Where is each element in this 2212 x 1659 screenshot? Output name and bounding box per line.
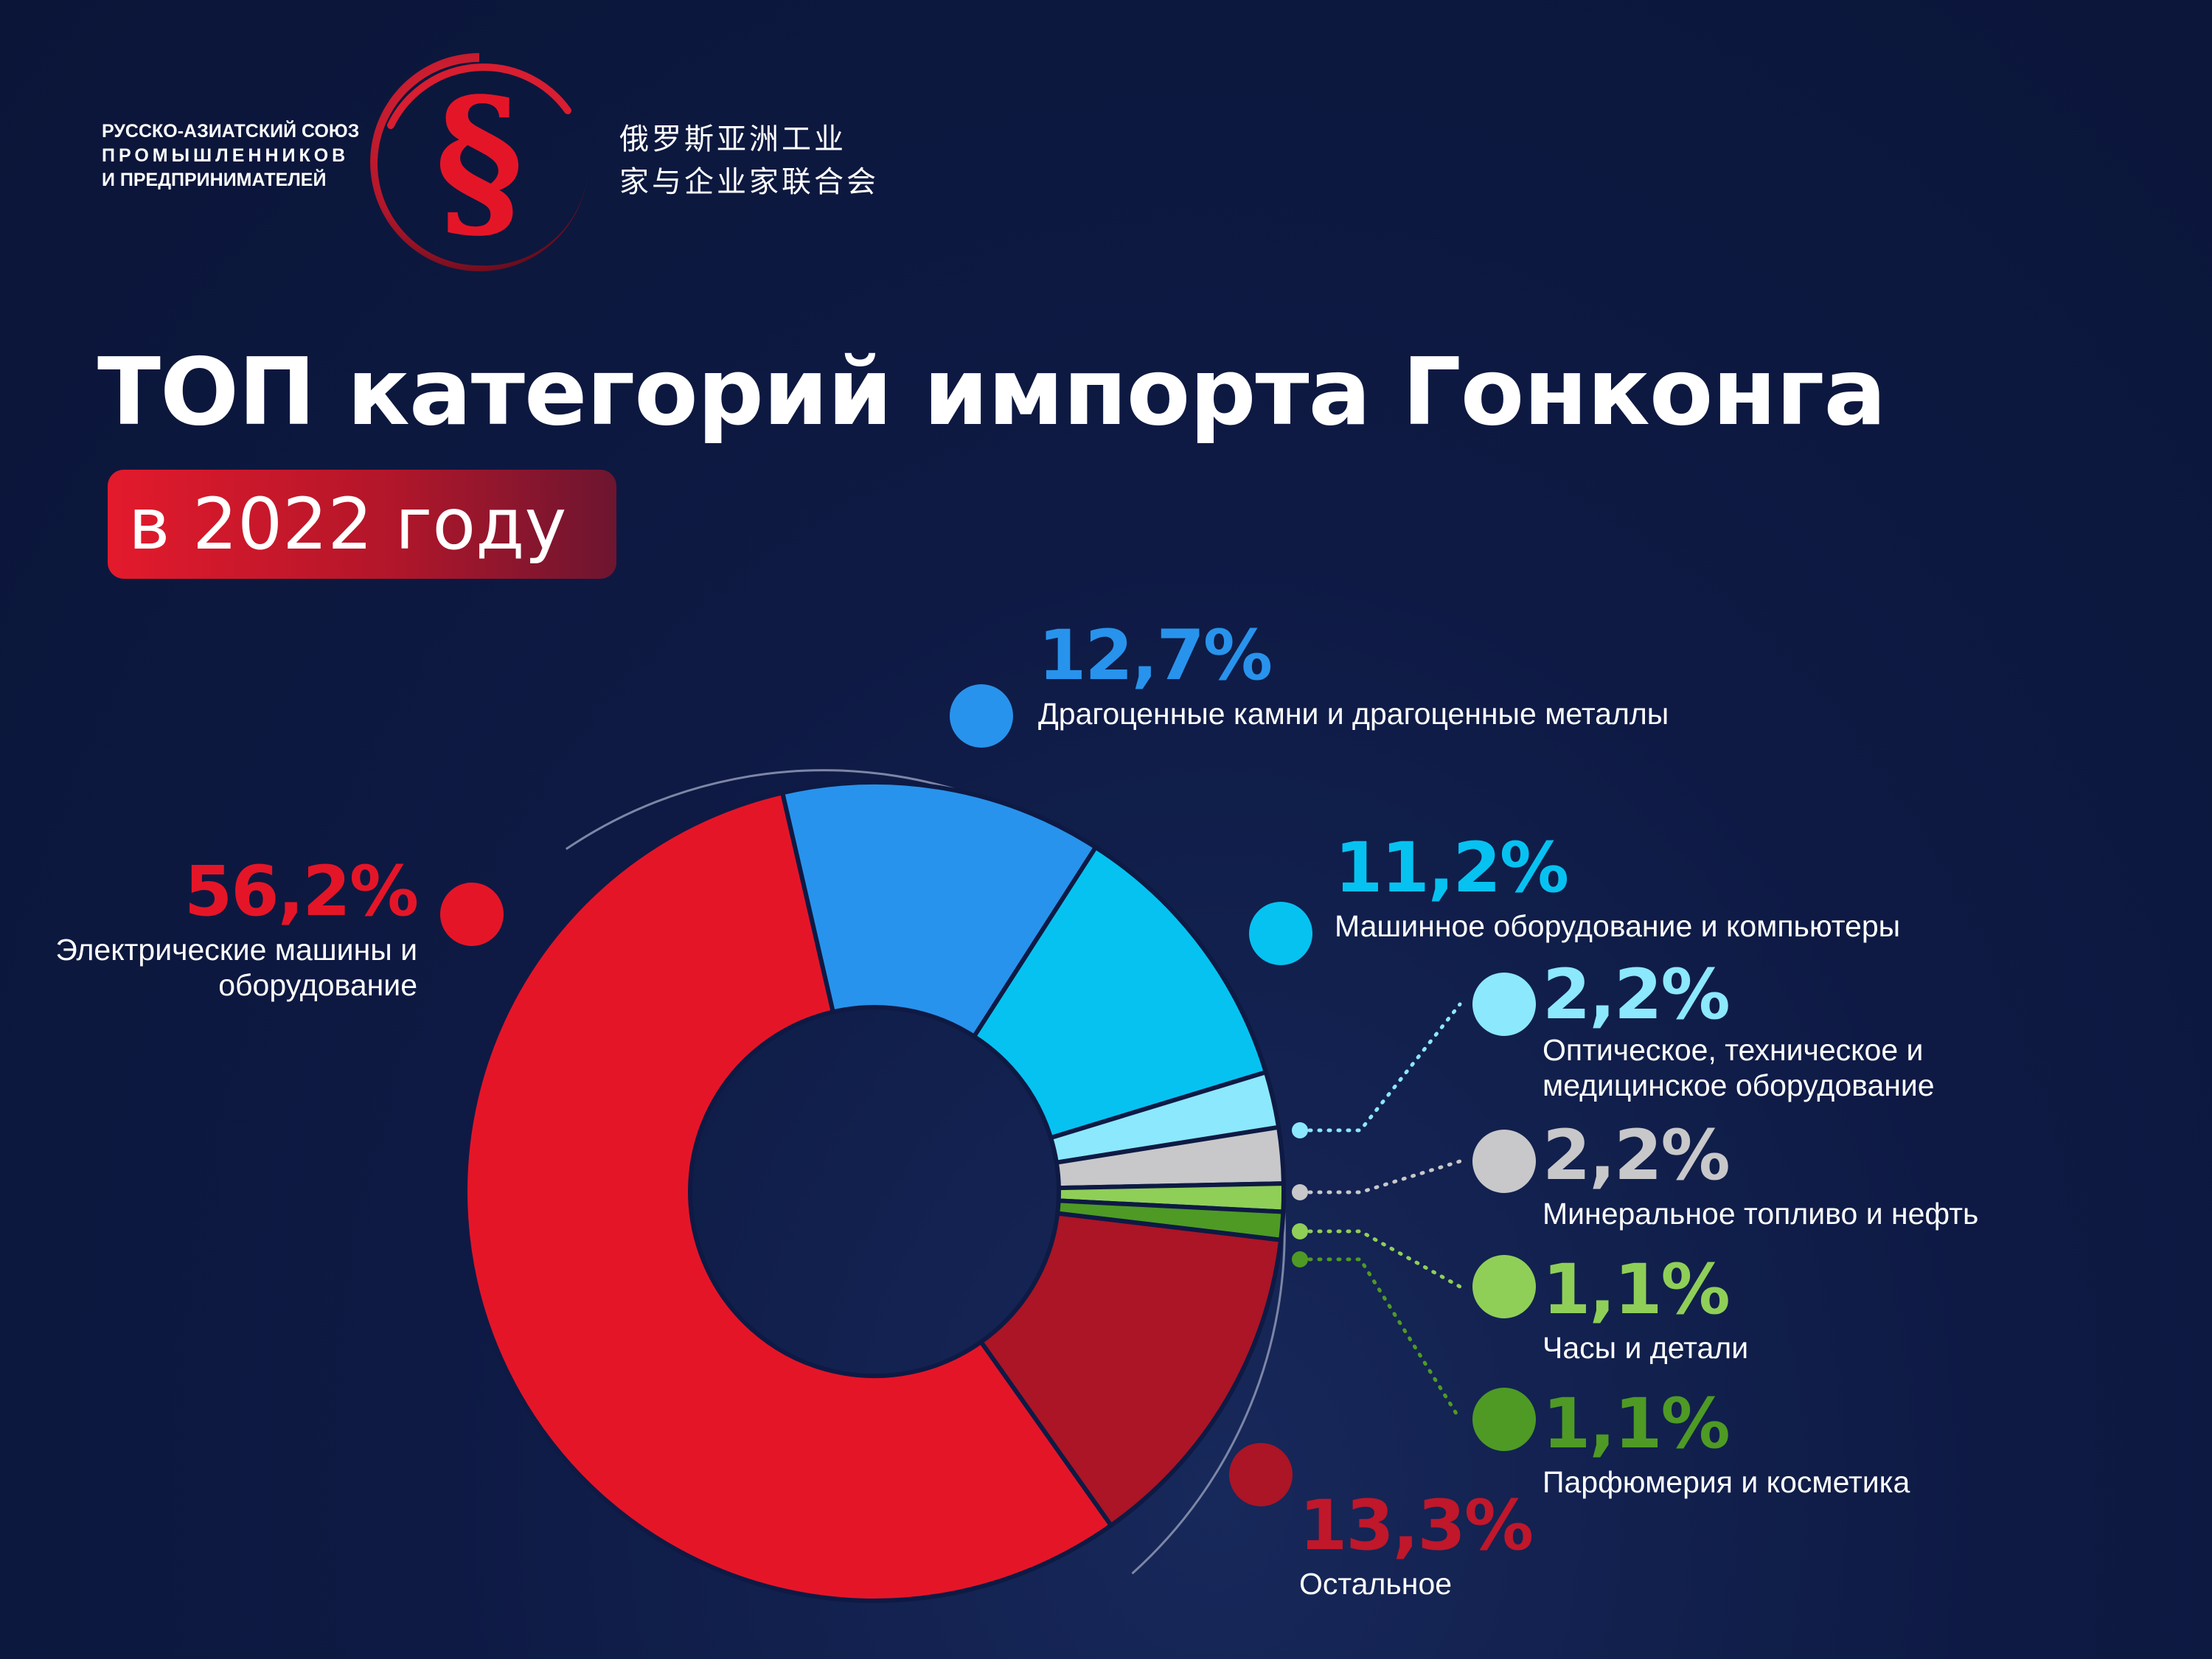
slice-1 <box>972 845 1268 1141</box>
label-watches: 1,1% Часы и детали <box>1543 1253 1748 1366</box>
org-ru-line-2: ПРОМЫШЛЕННИКОВ <box>102 145 349 166</box>
percent-fuel: 2,2% <box>1543 1116 1731 1196</box>
page-title: ТОП категорий импорта Гонконга <box>97 338 1886 446</box>
org-cn-line-2: 家与企业家联合会 <box>619 165 879 199</box>
leader-start-dot-2 <box>1292 1122 1308 1138</box>
leader-start-dot-3 <box>1292 1184 1308 1200</box>
slice-0 <box>780 780 1098 1039</box>
leader-line-5 <box>1298 1257 1462 1422</box>
percent-electric: 56,2% <box>184 852 419 932</box>
year-badge-text: в 2022 году <box>128 483 567 566</box>
label-machinery: 11,2% Машинное оборудование и компьютеры <box>1335 832 1900 944</box>
category-electric: Электрические машины и оборудование <box>55 933 417 1002</box>
marker-dot-6 <box>1229 1443 1293 1506</box>
category-precious: Драгоценные камни и драгоценные металлы <box>1038 697 1669 731</box>
org-cn-line-1: 俄罗斯亚洲工业 <box>619 122 846 156</box>
marker-dot-4 <box>1472 1255 1536 1318</box>
year-badge: в 2022 году <box>108 470 616 579</box>
section-sign-logo-icon: § <box>370 53 588 271</box>
leader-line-4 <box>1298 1229 1462 1289</box>
percent-perfume: 1,1% <box>1543 1384 1731 1464</box>
label-perfume: 1,1% Парфюмерия и косметика <box>1543 1388 1910 1500</box>
category-optical: Оптическое, техническое и медицинское об… <box>1543 1033 1935 1102</box>
category-other: Остальное <box>1299 1567 1453 1601</box>
org-ru-line-3: И ПРЕДПРИНИМАТЕЛЕЙ <box>102 170 327 190</box>
percent-watches: 1,1% <box>1543 1250 1731 1330</box>
percent-optical: 2,2% <box>1543 955 1731 1035</box>
marker-dot-7 <box>440 883 504 946</box>
leader-start-dot-4 <box>1292 1223 1308 1239</box>
logo-glyph: § <box>435 61 524 260</box>
label-precious: 12,7% Драгоценные камни и драгоценные ме… <box>1038 619 1669 731</box>
organization-name-ru: РУССКО-АЗИАТСКИЙ СОЮЗ ПРОМЫШЛЕННИКОВ И П… <box>102 119 360 192</box>
label-other: 13,3% Остальное <box>1299 1486 1534 1601</box>
slice-7 <box>463 790 1113 1603</box>
percent-other: 13,3% <box>1299 1486 1534 1566</box>
marker-dot-2 <box>1472 973 1536 1036</box>
marker-dot-5 <box>1472 1388 1536 1451</box>
marker-dot-0 <box>950 684 1013 748</box>
leader-line-3 <box>1298 1159 1462 1194</box>
percent-precious: 12,7% <box>1038 616 1273 696</box>
organization-name-cn: 俄罗斯亚洲工业 家与企业家联合会 <box>619 118 885 204</box>
leader-line-2 <box>1298 1002 1462 1133</box>
marker-dot-1 <box>1249 902 1312 965</box>
label-fuel: 2,2% Минеральное топливо и нефть <box>1543 1119 1978 1231</box>
category-fuel: Минеральное топливо и нефть <box>1543 1197 1979 1231</box>
category-machinery: Машинное оборудование и компьютеры <box>1335 909 1901 943</box>
marker-dot-3 <box>1472 1130 1536 1193</box>
percent-machinery: 11,2% <box>1335 828 1569 908</box>
category-watches: Часы и детали <box>1543 1331 1749 1365</box>
category-perfume: Парфюмерия и косметика <box>1543 1465 1910 1499</box>
label-electric: 56,2% Электрические машины и оборудовани… <box>44 852 419 1003</box>
org-ru-line-1: РУССКО-АЗИАТСКИЙ СОЮЗ <box>102 121 360 142</box>
label-optical: 2,2% Оптическое, техническое и медицинск… <box>1543 959 2103 1103</box>
leader-start-dot-5 <box>1292 1251 1308 1267</box>
